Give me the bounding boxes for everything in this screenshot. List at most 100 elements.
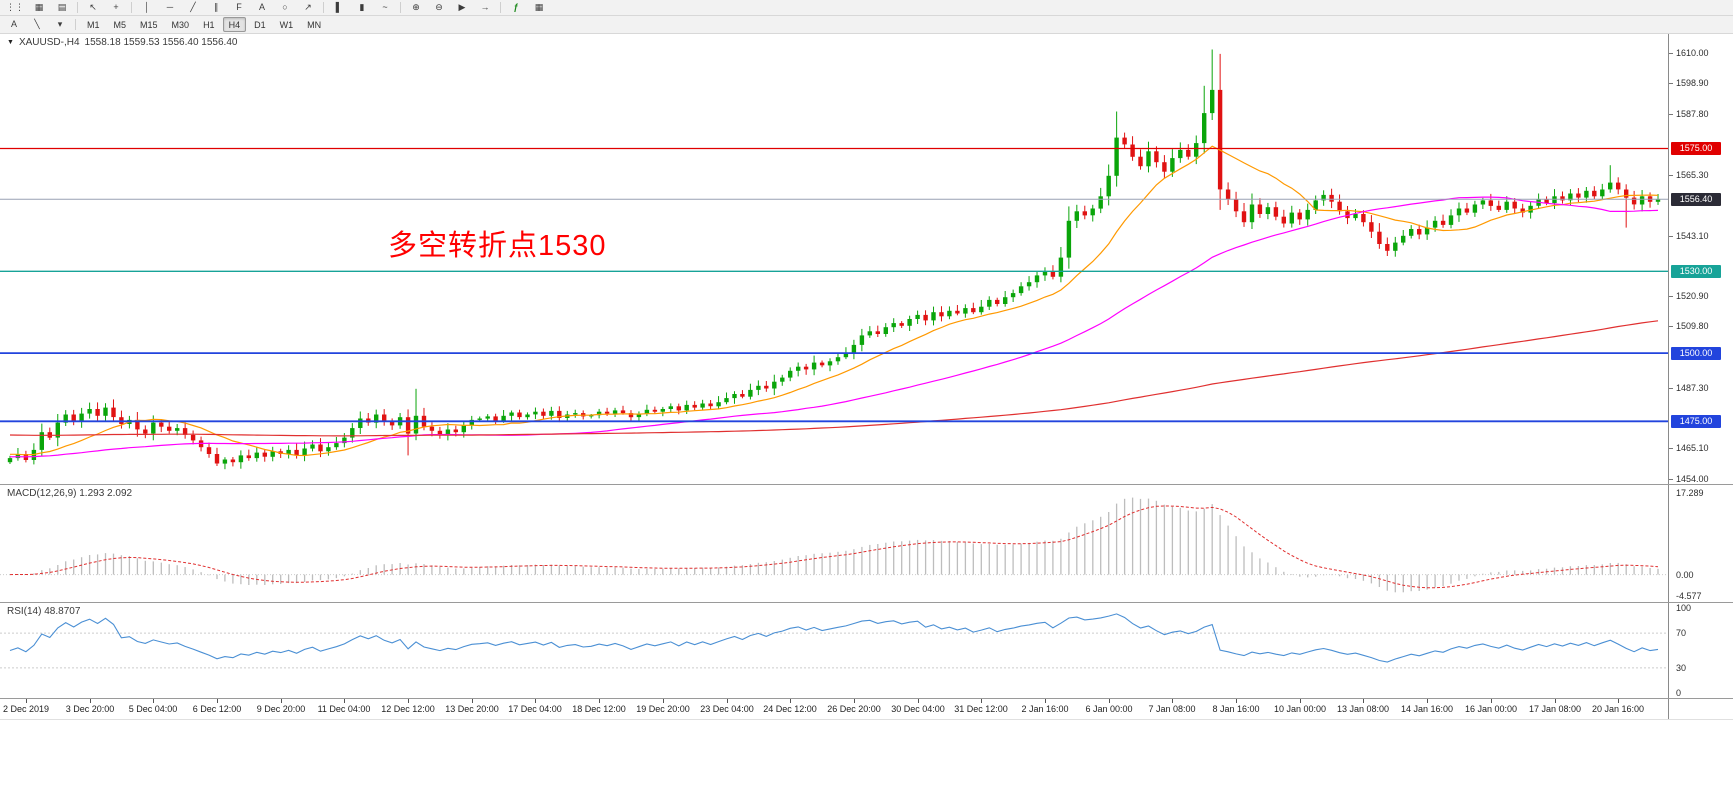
price-axis: 1610.00 1598.90 1587.80 1565.30 1543.10 1520.… bbox=[1668, 34, 1733, 484]
time-axis-label: 3 Dec 20:00 bbox=[65, 704, 115, 714]
profiles-icon[interactable]: ▤ bbox=[57, 2, 67, 12]
price-axis-tick: 1454.00 bbox=[1676, 474, 1709, 484]
price-axis-tick-mark bbox=[1669, 326, 1673, 327]
price-axis-tick: 1565.30 bbox=[1676, 170, 1709, 180]
main-toolbar: ⋮⋮ ▦ ▤ ↖ + │ ─ ╱ ∥ F A ○ ↗ ▌ ▮ ~ ⊕ ⊖ ▶ → ƒ ▦ bbox=[0, 0, 1733, 16]
timeframe-toolbar: A ╲ ▾ M1 M5 M15 M30 H1 H4 D1 W1 MN bbox=[0, 16, 1733, 34]
time-axis-label: 17 Jan 08:00 bbox=[1528, 704, 1582, 714]
timeframe-button-h1[interactable]: H1 bbox=[203, 19, 215, 30]
price-axis-tick: 1610.00 bbox=[1676, 48, 1709, 58]
time-axis-label: 16 Jan 00:00 bbox=[1464, 704, 1518, 714]
time-axis-tick-mark bbox=[1172, 699, 1173, 703]
toolbar-handle-icon[interactable]: ⋮⋮ bbox=[6, 2, 24, 12]
fibonacci-icon[interactable]: F bbox=[236, 2, 242, 12]
price-tag-1500-00: 1500.00 bbox=[1671, 347, 1721, 360]
time-axis-tick-mark bbox=[599, 699, 600, 703]
rsi-chart[interactable] bbox=[0, 603, 1668, 698]
ma-fast-line bbox=[10, 145, 1659, 457]
time-axis-tick-mark bbox=[1045, 699, 1046, 703]
price-axis-tick-mark bbox=[1669, 479, 1673, 480]
line-chart-icon[interactable]: ~ bbox=[382, 2, 388, 12]
macd-title: MACD(12,26,9) 1.293 2.092 bbox=[7, 488, 132, 499]
rsi-axis-tick: 0 bbox=[1676, 688, 1682, 698]
macd-axis-tick: -4.577 bbox=[1676, 591, 1702, 601]
trendline-icon[interactable]: ╱ bbox=[190, 2, 196, 12]
ellipse-icon[interactable]: ○ bbox=[282, 2, 288, 12]
zoom-in-icon[interactable]: ⊕ bbox=[412, 2, 420, 12]
tile-windows-icon[interactable]: ▦ bbox=[534, 2, 544, 12]
rsi-axis: 100 70 30 0 bbox=[1668, 603, 1733, 698]
time-axis-tick-mark bbox=[344, 699, 345, 703]
time-axis-tick-mark bbox=[153, 699, 154, 703]
macd-axis-tick: 17.289 bbox=[1676, 488, 1704, 498]
macd-chart[interactable] bbox=[0, 485, 1668, 602]
time-axis-tick-mark bbox=[90, 699, 91, 703]
ohlc-values: 1558.18 1559.53 1556.40 1556.40 bbox=[84, 37, 238, 48]
price-axis-tick: 1487.30 bbox=[1676, 383, 1709, 393]
zoom-out-icon[interactable]: ⊖ bbox=[435, 2, 443, 12]
horizontal-line-icon[interactable]: ─ bbox=[166, 2, 174, 12]
time-axis-label: 11 Dec 04:00 bbox=[317, 704, 371, 714]
text-annotation-button[interactable]: A bbox=[10, 19, 17, 29]
timeframe-button-m5[interactable]: M5 bbox=[113, 19, 127, 30]
price-axis-tick: 1543.10 bbox=[1676, 231, 1709, 241]
price-axis-tick-mark bbox=[1669, 83, 1673, 84]
macd-pane[interactable]: MACD(12,26,9) 1.293 2.092 17.289 0.00 -4.5… bbox=[0, 485, 1733, 603]
time-axis-label: 30 Dec 04:00 bbox=[891, 704, 945, 714]
chart-annotation[interactable]: 多空转折点1530 bbox=[388, 230, 607, 262]
macd-label: MACD(12,26,9) 1.293 2.092 bbox=[7, 488, 133, 499]
time-axis-label: 18 Dec 12:00 bbox=[572, 704, 626, 714]
chart-shift-icon[interactable]: → bbox=[480, 2, 490, 12]
timeframe-button-w1[interactable]: W1 bbox=[279, 19, 294, 30]
time-axis-tick-mark bbox=[1363, 699, 1364, 703]
time-axis-label: 19 Dec 20:00 bbox=[636, 704, 690, 714]
text-icon[interactable]: A bbox=[258, 2, 265, 12]
arrow-icon[interactable]: ↗ bbox=[304, 2, 312, 12]
rsi-pane[interactable]: RSI(14) 48.8707 100 70 30 0 bbox=[0, 603, 1733, 699]
empty-area bbox=[0, 719, 1733, 798]
price-axis-tick: 1587.80 bbox=[1676, 109, 1709, 119]
candlestick-chart[interactable] bbox=[0, 34, 1668, 484]
auto-scroll-icon[interactable]: ▶ bbox=[458, 2, 466, 12]
timeframe-button-d1[interactable]: D1 bbox=[254, 19, 266, 30]
price-tag-1575-00: 1575.00 bbox=[1671, 142, 1721, 155]
line-studies-button[interactable]: ╲ bbox=[34, 19, 40, 29]
symbol-dropdown-icon[interactable]: ▼ bbox=[7, 39, 14, 46]
indicators-icon[interactable]: ƒ bbox=[513, 2, 519, 12]
price-tag-1556-40: 1556.40 bbox=[1671, 193, 1721, 206]
time-axis-label: 6 Dec 12:00 bbox=[192, 704, 242, 714]
new-chart-icon[interactable]: ▦ bbox=[34, 2, 44, 12]
time-axis-label: 23 Dec 04:00 bbox=[700, 704, 754, 714]
cursor-icon[interactable]: ↖ bbox=[89, 2, 97, 12]
price-axis-tick-mark bbox=[1669, 448, 1673, 449]
crosshair-icon[interactable]: + bbox=[113, 2, 119, 12]
tools-dropdown-button[interactable]: ▾ bbox=[57, 19, 63, 29]
candlestick-chart-icon[interactable]: ▮ bbox=[359, 2, 365, 12]
timeframe-button-m15[interactable]: M15 bbox=[140, 19, 158, 30]
timeframe-button-mn[interactable]: MN bbox=[307, 19, 322, 30]
time-axis-label: 24 Dec 12:00 bbox=[763, 704, 817, 714]
candles bbox=[7, 49, 1661, 470]
price-pane[interactable]: ▼ XAUUSD-,H4 1558.18 1559.53 1556.40 155… bbox=[0, 34, 1733, 485]
toolbar-separator bbox=[75, 19, 76, 30]
vertical-line-icon[interactable]: │ bbox=[144, 2, 150, 12]
time-axis-tick-mark bbox=[1618, 699, 1619, 703]
toolbar-separator bbox=[77, 2, 78, 13]
time-axis-tick-mark bbox=[1555, 699, 1556, 703]
channel-icon[interactable]: ∥ bbox=[213, 2, 219, 12]
macd-histogram bbox=[17, 497, 1659, 593]
time-axis-label: 6 Jan 00:00 bbox=[1085, 704, 1133, 714]
timeframe-button-m1[interactable]: M1 bbox=[87, 19, 100, 30]
toolbar-separator bbox=[131, 2, 132, 13]
price-tag-1530-00: 1530.00 bbox=[1671, 265, 1721, 278]
timeframe-button-h4[interactable]: H4 bbox=[222, 17, 247, 32]
price-axis-tick-mark bbox=[1669, 53, 1673, 54]
price-axis-tick: 1598.90 bbox=[1676, 78, 1709, 88]
time-axis-tick-mark bbox=[472, 699, 473, 703]
timeframe-button-m30[interactable]: M30 bbox=[171, 19, 190, 30]
price-axis-tick-mark bbox=[1669, 388, 1673, 389]
bar-chart-icon[interactable]: ▌ bbox=[335, 2, 343, 12]
time-axis-tick-mark bbox=[790, 699, 791, 703]
time-axis-tick-mark bbox=[408, 699, 409, 703]
time-axis[interactable]: 2 Dec 2019 3 Dec 20:00 5 Dec 04:00 6 Dec 12… bbox=[0, 699, 1733, 719]
